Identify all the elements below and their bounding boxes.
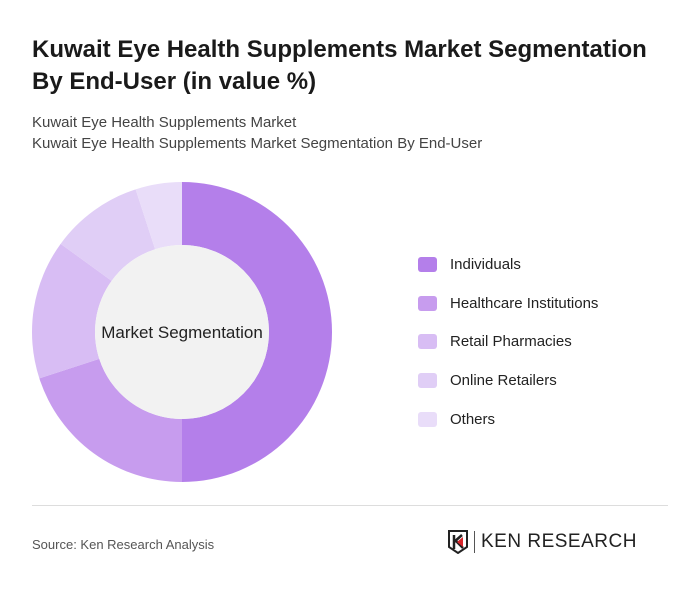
legend-item: Others <box>418 400 598 439</box>
legend: Individuals Healthcare Institutions Retail… <box>418 245 598 438</box>
legend-swatch <box>418 334 437 350</box>
divider <box>32 505 668 506</box>
logo-text: KEN RESEARCH <box>474 531 637 553</box>
legend-label: Others <box>450 410 496 428</box>
donut-chart: Market Segmentation <box>32 182 332 482</box>
slice-online-retailers <box>60 189 156 281</box>
legend-item: Individuals <box>418 245 598 284</box>
chart-title: Kuwait Eye Health Supplements Market Seg… <box>32 36 647 95</box>
legend-swatch <box>418 372 437 388</box>
ken-research-logo: KEN RESEARCH <box>448 530 637 554</box>
legend-item: Retail Pharmacies <box>418 322 598 361</box>
center-label: Market Segmentation <box>101 323 263 342</box>
legend-swatch <box>418 256 437 272</box>
legend-item: Online Retailers <box>418 361 598 400</box>
slice-others <box>135 182 182 250</box>
donut-center <box>95 245 269 419</box>
slice-individuals <box>182 182 332 482</box>
source-note: Source: Ken Research Analysis <box>32 537 215 552</box>
chart-subtitle-2: Kuwait Eye Health Supplements Market Seg… <box>32 135 483 152</box>
legend-label: Healthcare Institutions <box>450 294 599 312</box>
logo-shield-icon <box>448 530 468 554</box>
slice-retail-pharmacies <box>32 243 112 379</box>
legend-swatch <box>418 411 437 427</box>
legend-label: Individuals <box>450 255 521 273</box>
chart-subtitle: Kuwait Eye Health Supplements Market <box>32 114 297 131</box>
legend-item: Healthcare Institutions <box>418 284 598 323</box>
legend-label: Retail Pharmacies <box>450 333 572 351</box>
legend-swatch <box>418 295 437 311</box>
legend-label: Online Retailers <box>450 371 557 389</box>
slice-healthcare-institutions <box>39 358 182 482</box>
